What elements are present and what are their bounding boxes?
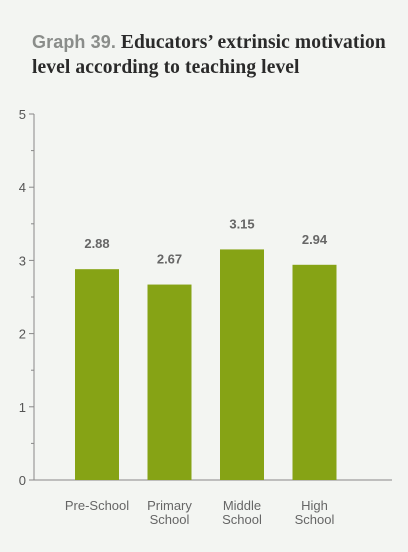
bar [75,269,119,480]
bar-value-label: 2.67 [157,252,182,267]
category-label-line: School [295,512,335,527]
y-tick-label: 5 [19,107,26,122]
category-label-line: Middle [223,498,261,513]
bar [220,249,264,480]
chart-title-prefix: Graph 39. [32,32,116,52]
category-label: Middle School [222,498,262,527]
category-label-line: High [301,498,328,513]
y-tick-label: 2 [19,327,26,342]
y-tick-label: 1 [19,400,26,415]
bars [75,249,337,480]
y-tick-label: 0 [19,473,26,488]
category-label: Primary School [147,498,192,527]
category-label: High School [295,498,335,527]
y-tick-label: 4 [19,180,26,195]
bar-value-label: 3.15 [229,216,254,231]
category-label-line: Primary [147,498,192,513]
category-label-line: School [150,512,190,527]
bar [292,264,337,480]
y-tick-label: 3 [19,253,26,268]
bar-value-label: 2.94 [302,232,328,247]
bar [147,284,192,480]
chart-title: Graph 39. Educators’ extrinsic motivatio… [32,30,392,80]
category-label-line: Pre-School [65,498,129,513]
bar-value-label: 2.88 [84,236,109,251]
category-label: Pre-School [65,498,129,513]
category-label-line: School [222,512,262,527]
chart-title-text: Educators’ extrinsic motivation level ac… [32,32,386,78]
